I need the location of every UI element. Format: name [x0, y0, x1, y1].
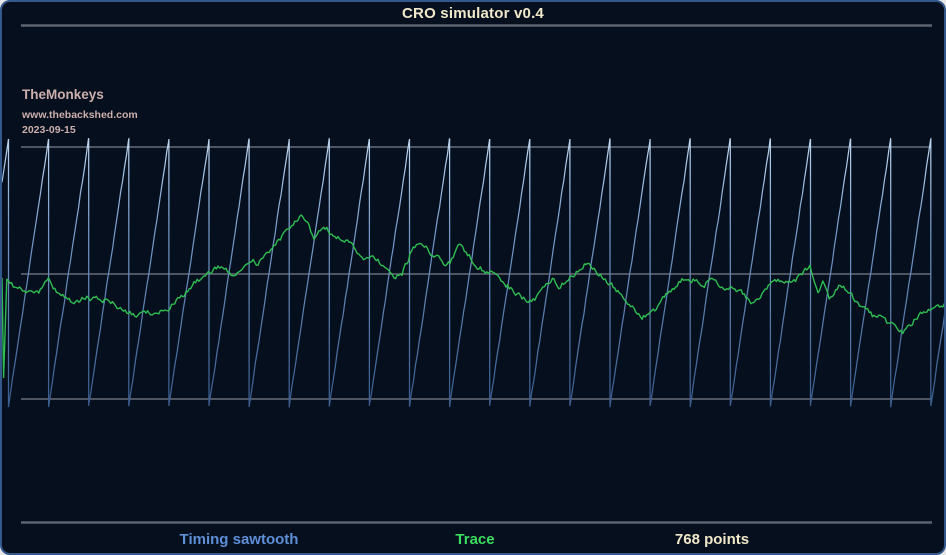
legend-sawtooth-label: Timing sawtooth: [179, 531, 299, 548]
legend-points-count: 768 points: [674, 531, 750, 548]
watermark-date: 2023-09-15: [22, 124, 76, 136]
page-title: CRO simulator v0.4: [402, 5, 544, 22]
title-bar: CRO simulator v0.4: [2, 5, 944, 23]
watermark-website: www.thebackshed.com: [22, 108, 138, 121]
watermark-author: TheMonkeys: [22, 87, 104, 102]
watermark: TheMonkeys www.thebackshed.com 2023-09-1…: [22, 88, 138, 136]
legend-trace-label: Trace: [455, 531, 495, 548]
